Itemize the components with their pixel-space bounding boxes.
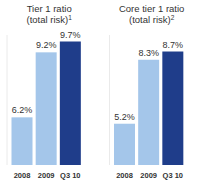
title-footnote: 1 [68, 14, 72, 21]
bars [114, 52, 183, 165]
x-tick-label: 2009 [38, 171, 55, 180]
chart-title: Core tier 1 ratio(total risk)2 [119, 3, 184, 25]
x-tick-label: Q3 10 [163, 171, 183, 180]
bar [138, 60, 159, 165]
chart-panel: Tier 1 ratio(total risk)1 6.2% 2008 9.2% 200… [7, 3, 81, 180]
data-label: 8.3% [138, 48, 159, 58]
chart-root: Tier 1 ratio(total risk)16.2%20089.2%200… [0, 0, 205, 183]
x-tick-label: 2009 [140, 171, 157, 180]
bars [12, 42, 81, 166]
data-label: 9.7% [60, 30, 81, 40]
bar [60, 42, 81, 166]
axis-line [7, 35, 8, 165]
title-line: Core tier 1 ratio [119, 3, 184, 14]
axis-line [109, 35, 110, 165]
data-label: 5.2% [114, 112, 135, 122]
bar [162, 52, 183, 165]
bar [36, 52, 57, 165]
title-footnote: 2 [171, 14, 175, 21]
title-line: (total risk) [27, 14, 69, 25]
data-label: 8.7% [163, 40, 184, 50]
x-tick-label: 2008 [14, 171, 31, 180]
x-tick-label: Q3 10 [60, 171, 80, 180]
chart-panel: Core tier 1 ratio(total risk)2 5.2% 2008 8.… [110, 3, 185, 180]
chart-title: Tier 1 ratio(total risk)1 [27, 3, 73, 25]
title-line: Tier 1 ratio [27, 3, 72, 14]
bar [12, 117, 33, 165]
chart-svg: Tier 1 ratio(total risk)16.2%20089.2%200… [0, 0, 205, 183]
bar [114, 124, 135, 165]
data-label: 6.2% [12, 105, 33, 115]
x-tick-label: 2008 [116, 171, 133, 180]
title-line: (total risk) [129, 14, 171, 25]
data-label: 9.2% [36, 40, 57, 50]
